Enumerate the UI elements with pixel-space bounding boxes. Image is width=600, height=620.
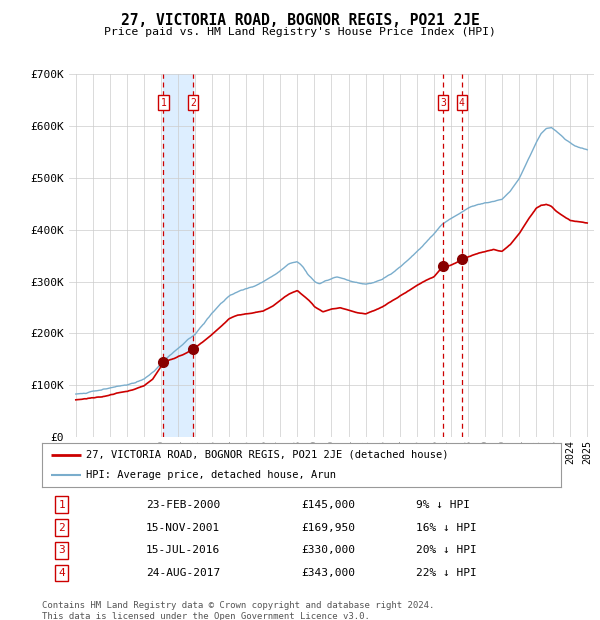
Text: 24-AUG-2017: 24-AUG-2017 (146, 569, 220, 578)
Text: 27, VICTORIA ROAD, BOGNOR REGIS, PO21 2JE: 27, VICTORIA ROAD, BOGNOR REGIS, PO21 2J… (121, 13, 479, 28)
Text: 20% ↓ HPI: 20% ↓ HPI (416, 546, 476, 556)
Text: £169,950: £169,950 (302, 523, 355, 533)
Text: 15-JUL-2016: 15-JUL-2016 (146, 546, 220, 556)
Bar (163, 74, 193, 437)
Text: 3: 3 (58, 546, 65, 556)
Text: HPI: Average price, detached house, Arun: HPI: Average price, detached house, Arun (86, 471, 336, 480)
Text: 2: 2 (58, 523, 65, 533)
Text: 9% ↓ HPI: 9% ↓ HPI (416, 500, 470, 510)
Text: 4: 4 (58, 569, 65, 578)
Text: £145,000: £145,000 (302, 500, 355, 510)
Text: 1: 1 (160, 98, 166, 108)
Text: 23-FEB-2000: 23-FEB-2000 (146, 500, 220, 510)
Text: 4: 4 (459, 98, 465, 108)
Text: £330,000: £330,000 (302, 546, 355, 556)
Text: Contains HM Land Registry data © Crown copyright and database right 2024.
This d: Contains HM Land Registry data © Crown c… (42, 601, 434, 620)
Text: 3: 3 (440, 98, 446, 108)
Text: 15-NOV-2001: 15-NOV-2001 (146, 523, 220, 533)
Text: £343,000: £343,000 (302, 569, 355, 578)
Text: 22% ↓ HPI: 22% ↓ HPI (416, 569, 476, 578)
Text: 27, VICTORIA ROAD, BOGNOR REGIS, PO21 2JE (detached house): 27, VICTORIA ROAD, BOGNOR REGIS, PO21 2J… (86, 450, 449, 459)
Text: Price paid vs. HM Land Registry's House Price Index (HPI): Price paid vs. HM Land Registry's House … (104, 27, 496, 37)
Text: 16% ↓ HPI: 16% ↓ HPI (416, 523, 476, 533)
Text: 1: 1 (58, 500, 65, 510)
Text: 2: 2 (190, 98, 196, 108)
